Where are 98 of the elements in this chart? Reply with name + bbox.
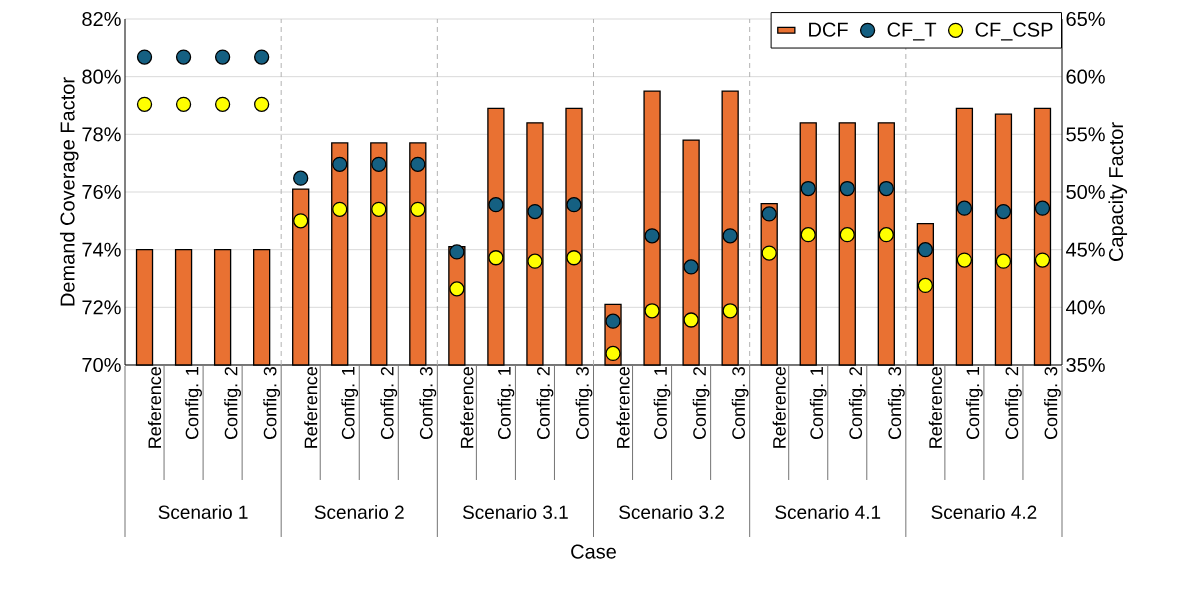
point	[605, 313, 621, 329]
point	[371, 201, 387, 217]
text: Scenario 3.1	[462, 505, 568, 519]
y-tick-label: 82%	[82, 11, 121, 27]
x-tick-label: Config. 2	[380, 367, 398, 439]
y-tick-label: 70%	[82, 357, 121, 373]
text: Scenario 3.2	[619, 505, 724, 519]
point	[800, 227, 816, 243]
point	[722, 228, 738, 244]
point	[175, 96, 192, 112]
x-tick-label: Reference	[616, 367, 630, 448]
point	[332, 201, 348, 217]
point	[293, 170, 309, 186]
point	[527, 253, 543, 269]
point	[410, 156, 426, 172]
point	[878, 227, 894, 243]
y-tick-label: 76%	[82, 184, 121, 200]
x-tick-label: Config. 2	[1005, 367, 1022, 439]
x-tick-label: Config. 2	[692, 367, 710, 439]
legend-label: DCF	[809, 22, 848, 37]
point	[644, 228, 660, 244]
x-tick-label: Config. 3	[263, 367, 281, 439]
point	[332, 156, 348, 172]
text: Scenario 1	[158, 505, 248, 519]
y2-tick-label: 45%	[1065, 242, 1105, 257]
x-tick-label: Reference	[928, 367, 942, 448]
x-tick-label: Reference	[304, 367, 318, 448]
x-tick-label: Config. 1	[341, 367, 359, 439]
y-tick-label: 72%	[82, 300, 121, 315]
point	[722, 303, 738, 319]
x-tick-label: Config. 2	[848, 367, 866, 439]
point	[956, 200, 973, 216]
point	[488, 197, 504, 213]
y-tick-label: 78%	[82, 127, 121, 142]
x-tick-label: Reference	[147, 367, 162, 448]
y2-tick-label: 50%	[1066, 184, 1105, 200]
y2-tick-label: 40%	[1065, 300, 1105, 315]
x-tick-label: Reference	[772, 367, 786, 448]
x-tick-label: Config. 1	[497, 367, 515, 439]
y-tick-label: 74%	[82, 242, 121, 257]
point	[995, 203, 1012, 220]
point	[293, 213, 309, 229]
point	[956, 252, 973, 268]
point	[683, 259, 699, 275]
x-tick-label: Config. 2	[536, 367, 554, 439]
point	[566, 250, 582, 266]
point	[449, 281, 465, 297]
point	[839, 180, 855, 197]
text: Scenario 4.1	[775, 505, 881, 519]
point	[410, 201, 426, 217]
x-tick-label: Config. 3	[887, 367, 905, 439]
text: Scenario 4.2	[931, 505, 1037, 519]
point	[136, 49, 153, 65]
x-tick-label: Config. 1	[966, 367, 983, 439]
point	[136, 96, 153, 112]
point	[527, 203, 543, 220]
point	[449, 244, 465, 260]
point	[644, 303, 660, 319]
x-axis-title: Case	[571, 544, 616, 559]
point	[214, 96, 231, 112]
point	[917, 242, 934, 258]
y-axis-title: Demand Coverage Factor	[59, 77, 79, 306]
point	[254, 96, 270, 112]
point	[175, 49, 192, 65]
point	[761, 245, 777, 261]
point	[761, 206, 777, 222]
point	[683, 312, 699, 328]
y2-axis-title: Capacity Factor	[1108, 122, 1128, 261]
point	[800, 180, 816, 197]
x-tick-label: Config. 1	[809, 367, 827, 439]
legend-label: CF_CSP	[975, 22, 1053, 41]
point	[1034, 252, 1051, 268]
x-tick-label: Config. 1	[653, 367, 671, 439]
point	[878, 180, 894, 197]
text: Scenario 2	[314, 505, 404, 519]
point	[839, 227, 855, 243]
x-tick-label: Config. 3	[419, 367, 437, 439]
point	[488, 250, 504, 266]
x-tick-label: Config. 3	[731, 367, 749, 439]
x-tick-label: Config. 1	[185, 367, 202, 439]
x-tick-label: Config. 3	[575, 367, 593, 439]
point	[566, 197, 582, 213]
y2-tick-label: 35%	[1066, 357, 1105, 373]
y2-tick-label: 55%	[1066, 127, 1105, 142]
x-tick-label: Reference	[460, 367, 474, 448]
x-tick-label: Config. 2	[224, 367, 241, 439]
point	[1034, 200, 1051, 216]
point	[605, 345, 621, 362]
point	[917, 277, 934, 294]
point	[995, 253, 1012, 269]
legend-label: CF_T	[887, 22, 937, 41]
point	[254, 49, 270, 65]
point	[371, 156, 387, 172]
y2-tick-label: 60%	[1066, 69, 1105, 84]
x-tick-label: Config. 3	[1044, 367, 1061, 439]
y-tick-label: 80%	[82, 69, 121, 84]
y2-tick-label: 65%	[1066, 11, 1105, 27]
point	[214, 49, 231, 65]
